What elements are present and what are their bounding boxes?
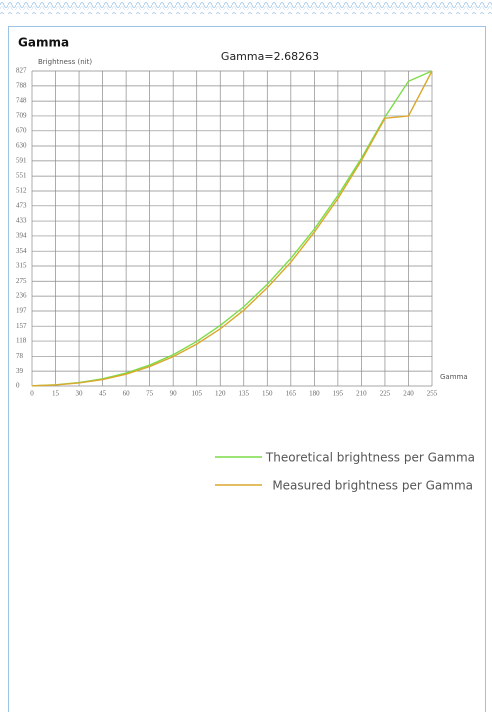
x-tick-label: 180 [309, 390, 320, 398]
x-tick-label: 255 [427, 390, 438, 398]
x-tick-label: 150 [262, 390, 273, 398]
x-tick-label: 105 [191, 390, 202, 398]
legend-label: Measured brightness per Gamma [272, 479, 473, 493]
y-tick-label: 394 [16, 232, 27, 240]
x-tick-label: 30 [76, 390, 84, 398]
x-tick-label: 195 [333, 390, 344, 398]
x-tick-label: 240 [403, 390, 414, 398]
y-tick-label: 591 [16, 157, 27, 165]
x-axis-label: Gamma [440, 373, 468, 381]
y-tick-label: 78 [16, 352, 24, 360]
y-tick-label: 157 [16, 322, 27, 330]
y-axis-label: Brightness (nit) [38, 58, 92, 66]
x-tick-label: 60 [123, 390, 131, 398]
y-tick-label: 0 [16, 382, 20, 390]
y-tick-label: 197 [16, 307, 27, 315]
y-tick-label: 827 [16, 67, 27, 75]
x-tick-label: 135 [239, 390, 250, 398]
decor-band [0, 0, 492, 14]
legend-label: Theoretical brightness per Gamma [265, 451, 475, 465]
data-line [31, 70, 433, 387]
x-tick-label: 0 [30, 390, 34, 398]
x-tick-label: 210 [356, 390, 367, 398]
y-tick-label: 354 [16, 247, 27, 255]
chart-subtitle: Gamma=2.68263 [221, 50, 319, 63]
x-tick-label: 90 [170, 390, 178, 398]
x-tick-label: 165 [286, 390, 297, 398]
x-tick-label: 15 [52, 390, 60, 398]
y-tick-label: 39 [16, 367, 24, 375]
y-tick-label: 551 [16, 172, 27, 180]
y-tick-label: 275 [16, 277, 27, 285]
y-tick-label: 709 [16, 112, 27, 120]
y-tick-label: 512 [16, 187, 27, 195]
frame [8, 26, 486, 712]
y-tick-label: 236 [16, 292, 27, 300]
x-tick-label: 120 [215, 390, 226, 398]
y-tick-label: 473 [16, 201, 27, 209]
y-tick-label: 433 [16, 217, 27, 225]
x-tick-label: 45 [99, 390, 107, 398]
data-line [31, 70, 433, 387]
chart-title: Gamma [18, 36, 69, 50]
y-tick-label: 670 [16, 126, 27, 134]
y-tick-label: 748 [16, 97, 27, 105]
y-tick-label: 788 [16, 81, 27, 89]
y-tick-label: 315 [16, 262, 27, 270]
x-tick-label: 225 [380, 390, 391, 398]
y-tick-label: 118 [16, 337, 27, 345]
y-tick-label: 630 [16, 142, 27, 150]
x-tick-label: 75 [146, 390, 154, 398]
